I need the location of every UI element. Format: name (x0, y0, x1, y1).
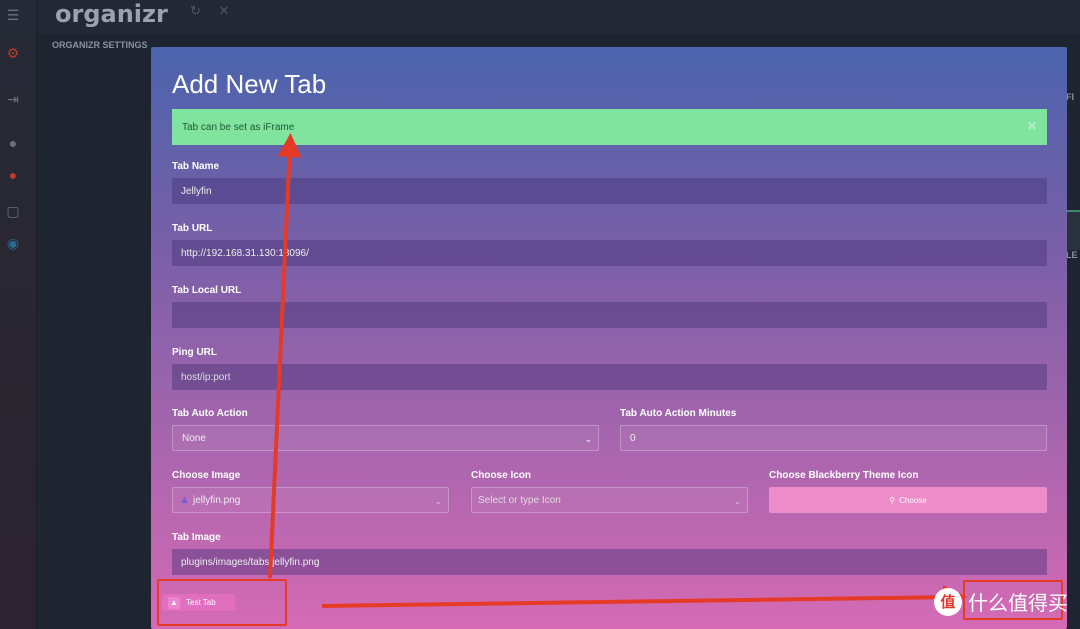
tab-url-input[interactable]: http://192.168.31.130:18096/ (172, 240, 1047, 266)
gear-icon[interactable]: ⚙ (6, 44, 20, 61)
test-tab-label: Test Tab (186, 598, 216, 607)
choose-button[interactable]: ⚲ Choose (769, 487, 1047, 513)
top-icons: ↻ ✕ (190, 3, 229, 19)
choose-image-select[interactable]: ▲ jellyfin.png ⌄ (172, 487, 449, 513)
add-tab-modal: Add New Tab Tab can be set as iFrame ✕ T… (151, 47, 1067, 629)
sidebar: ☰ ⚙ ⇥ ● ● ▢ ◉ (0, 0, 37, 629)
blackberry-icon-label: Choose Blackberry Theme Icon (769, 470, 919, 481)
tab-url-label: Tab URL (172, 223, 213, 234)
jellyfin-icon: ▲ (179, 494, 190, 506)
watermark-badge: 值 (934, 587, 962, 616)
choose-icon-label: Choose Icon (471, 470, 532, 481)
modal-title: Add New Tab (172, 69, 327, 99)
ping-url-input[interactable]: host/ip:port (172, 364, 1047, 390)
ping-url-label: Ping URL (172, 347, 217, 358)
info-alert: Tab can be set as iFrame ✕ (172, 109, 1047, 145)
tab-image-input[interactable]: plugins/images/tabs/jellyfin.png (172, 549, 1047, 575)
tab-local-url-label: Tab Local URL (172, 285, 242, 296)
chevron-down-icon: ⌄ (434, 496, 442, 506)
choose-image-label: Choose Image (172, 470, 241, 481)
close-icon[interactable]: ✕ (218, 3, 230, 18)
tab-image-label: Tab Image (172, 532, 221, 543)
tab-auto-action-label: Tab Auto Action (172, 408, 248, 419)
top-bar (37, 0, 1080, 34)
settings-heading: ORGANIZR SETTINGS (52, 40, 148, 50)
chevron-down-icon: ⌄ (584, 434, 592, 444)
choose-icon-placeholder: Select or type Icon (478, 494, 561, 506)
alert-text: Tab can be set as iFrame (182, 121, 295, 133)
watermark: 值 什么值得买 (934, 587, 1068, 616)
background-label: FI (1066, 92, 1074, 102)
tab-auto-action-select[interactable]: None ⌄ (172, 425, 599, 451)
tab-auto-action-minutes-input[interactable]: 0 (620, 425, 1047, 451)
info-icon[interactable]: ◉ (6, 234, 20, 251)
choose-button-label: Choose (899, 495, 927, 505)
github-icon[interactable]: ● (8, 135, 18, 151)
flask-icon: ▲ (168, 596, 180, 609)
tab-name-input[interactable]: Jellyfin (172, 178, 1047, 204)
background-label: LE (1066, 250, 1078, 260)
refresh-icon[interactable]: ↻ (190, 3, 201, 18)
choose-icon-select[interactable]: Select or type Icon ⌄ (471, 487, 748, 513)
chevron-down-icon: ⌄ (733, 496, 741, 506)
app-logo: organizr (55, 0, 168, 28)
test-tab-button[interactable]: ▲ Test Tab (162, 594, 235, 611)
window-icon[interactable]: ▢ (6, 202, 20, 219)
tab-name-label: Tab Name (172, 161, 220, 172)
watermark-text: 什么值得买 (968, 591, 1068, 615)
alert-close-icon[interactable]: ✕ (1026, 119, 1037, 133)
menu-icon[interactable]: ☰ (6, 6, 20, 23)
choose-image-value: jellyfin.png (193, 494, 241, 506)
logout-icon[interactable]: ⇥ (7, 90, 19, 107)
tab-auto-action-minutes-label: Tab Auto Action Minutes (620, 408, 737, 419)
tab-auto-action-value: None (182, 432, 206, 444)
search-icon: ⚲ (889, 495, 896, 505)
tab-local-url-input[interactable] (172, 302, 1047, 328)
annotation-box-test-tab (157, 579, 287, 626)
help-icon[interactable]: ● (8, 167, 18, 183)
